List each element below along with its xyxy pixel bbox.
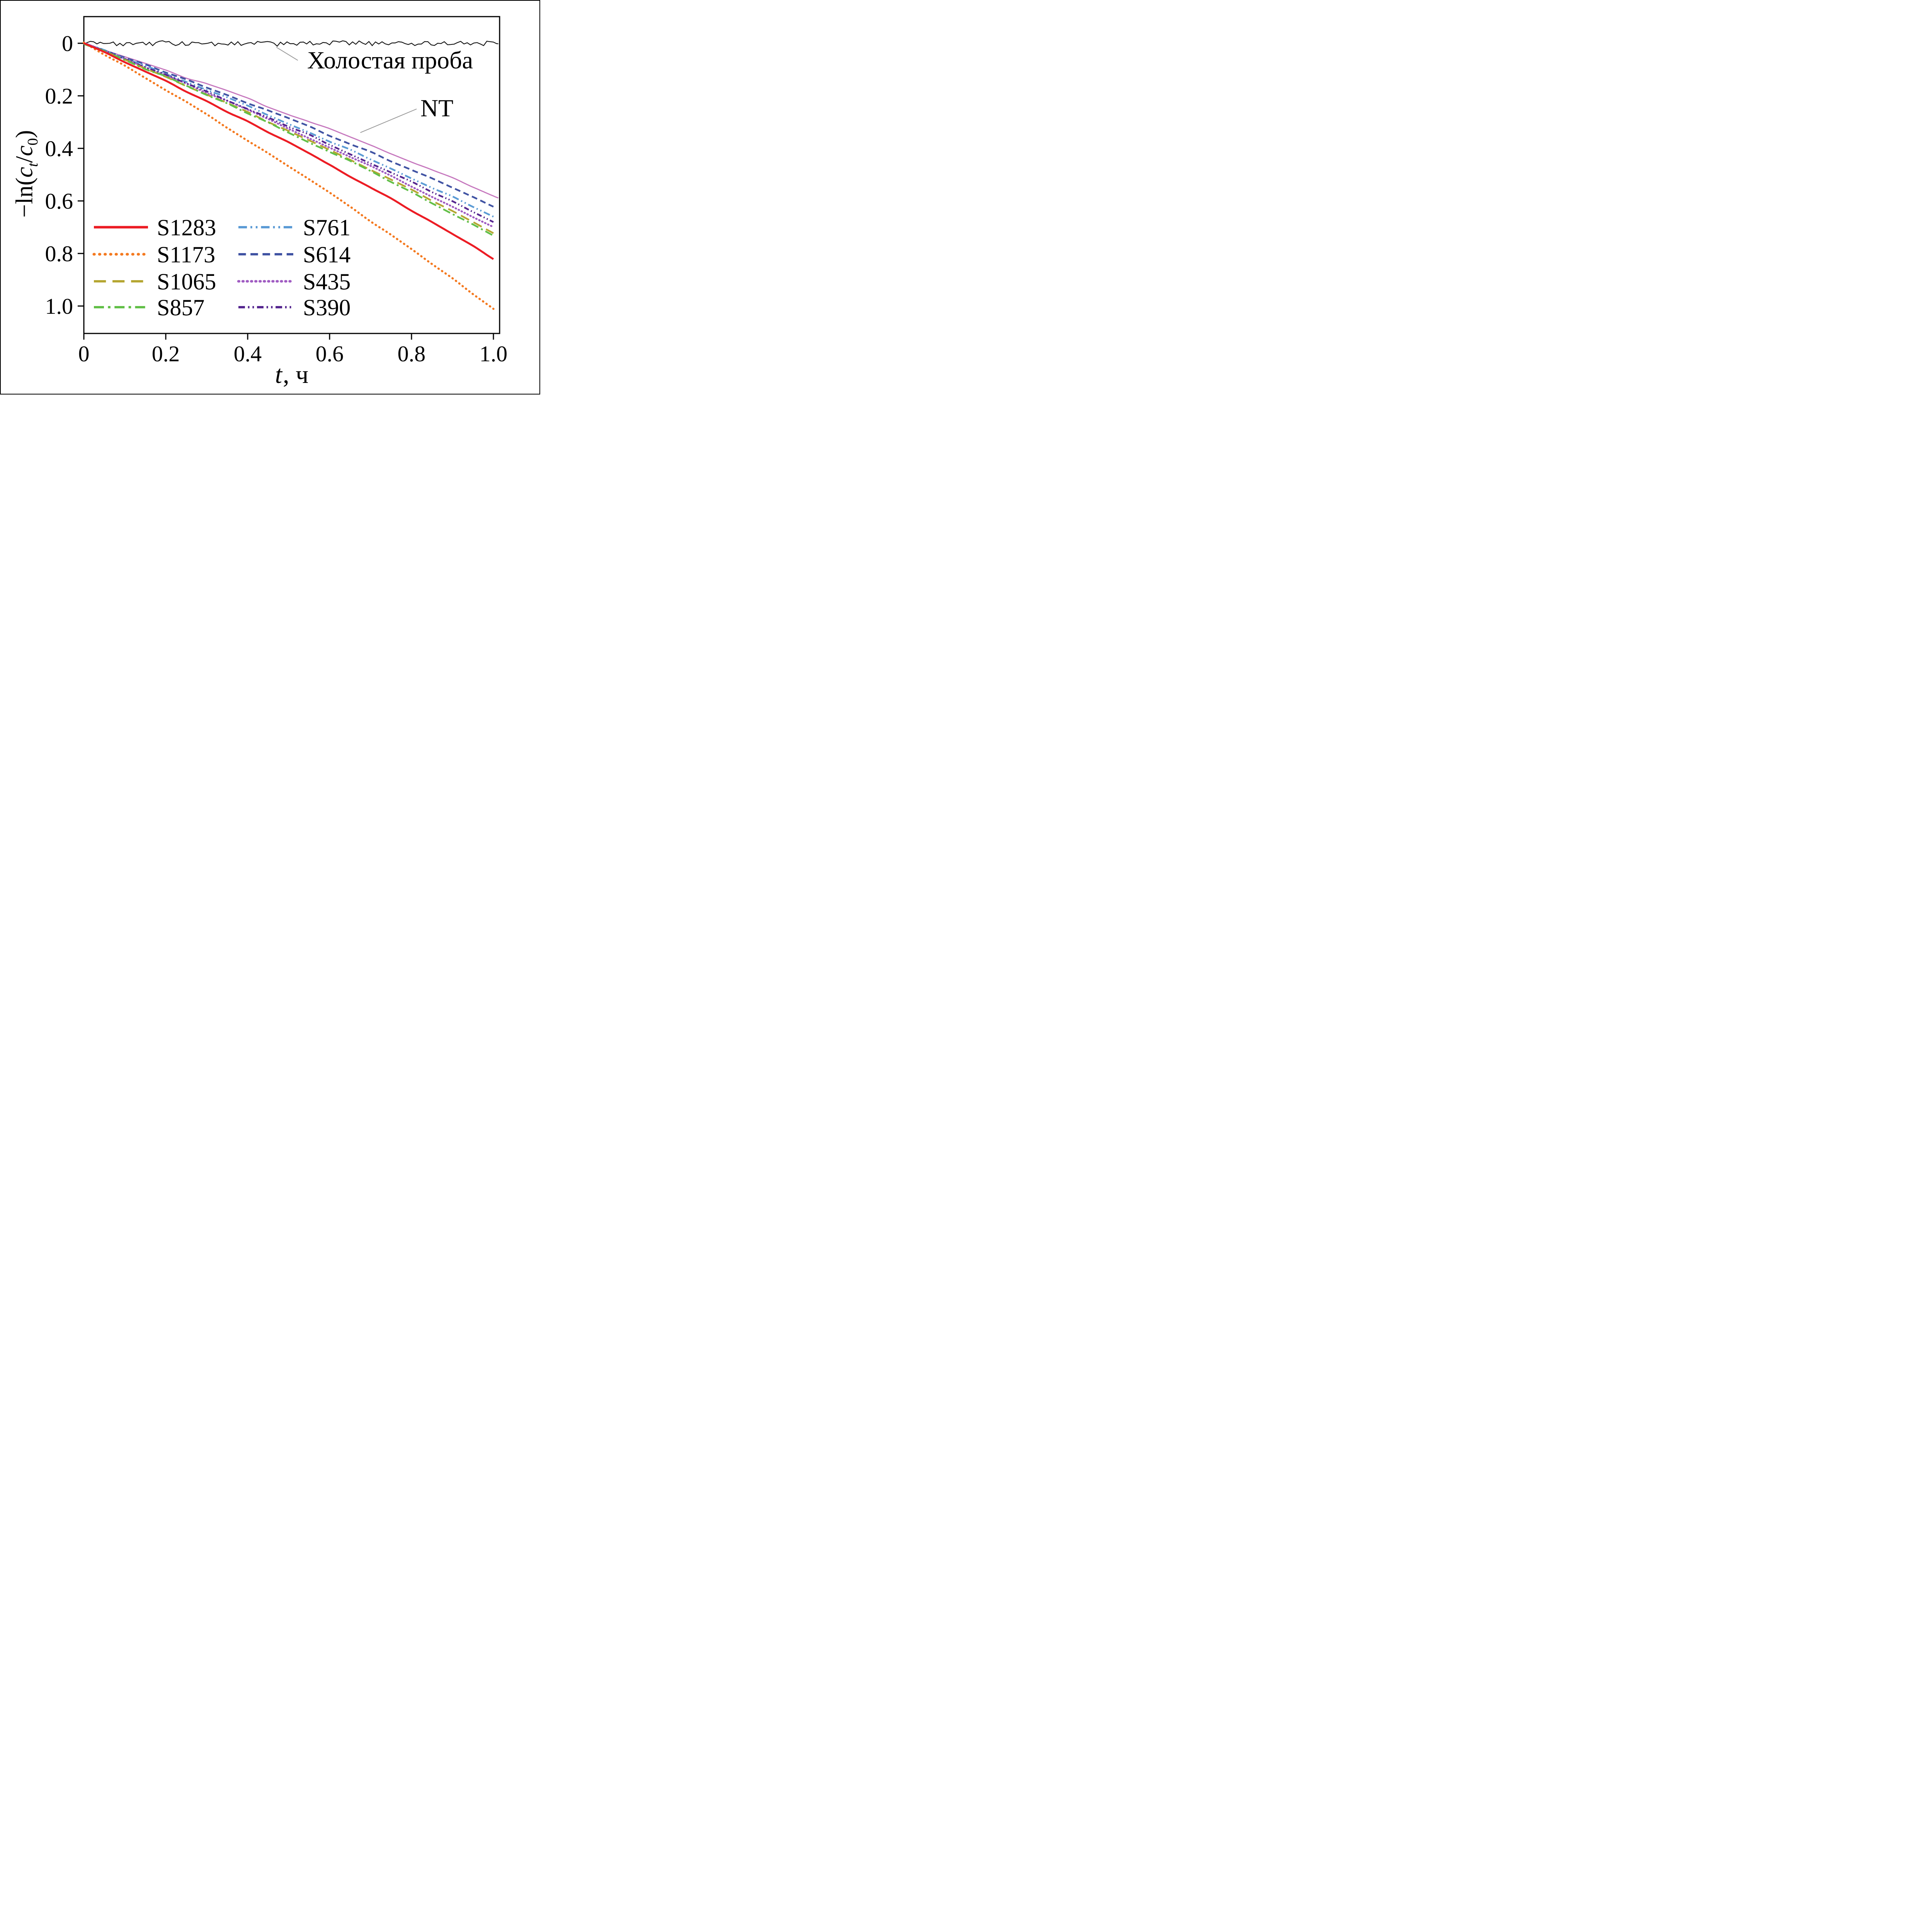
annotation-nt: NT — [420, 94, 454, 122]
x-tick-label: 1.0 — [480, 341, 508, 366]
x-tick-label: 0.6 — [316, 341, 344, 366]
leader-line-nt — [360, 109, 417, 133]
x-tick-label: 0 — [78, 341, 90, 366]
legend-label-S614: S614 — [303, 242, 350, 267]
series-path-S1173 — [83, 41, 495, 310]
legend-label-S1283: S1283 — [157, 215, 216, 240]
series-path-S761 — [83, 42, 494, 218]
x-tick-label: 0.8 — [398, 341, 426, 366]
y-tick-label: 0.6 — [45, 189, 73, 214]
y-tick-label: 1.0 — [45, 294, 73, 319]
legend-label-S857: S857 — [157, 295, 204, 320]
series-path-NT — [83, 42, 499, 199]
series-path-S390 — [83, 43, 494, 223]
y-tick-label: 0.4 — [45, 136, 73, 161]
series-path-S614 — [83, 43, 494, 207]
series-path-S1065 — [83, 43, 494, 234]
y-tick-label: 0.2 — [45, 83, 73, 109]
series-path-S1283 — [83, 42, 494, 260]
leader-line-blank — [276, 47, 298, 61]
legend-label-S390: S390 — [303, 295, 350, 320]
legend-label-S1173: S1173 — [157, 242, 215, 267]
y-tick-label: 0 — [62, 31, 73, 56]
legend-label-S761: S761 — [303, 215, 350, 240]
chart-canvas: 0 0.2 0.4 0.6 0.8 1.000.20.40.60.81.0S1283S11… — [45, 16, 508, 366]
y-tick-label: 0.8 — [45, 241, 73, 266]
x-tick-label: 0.4 — [234, 341, 262, 366]
annotation-blank-sample: Холостая проба — [307, 46, 473, 74]
y-axis-label: −ln(ct/c0) — [11, 130, 41, 218]
x-tick-label: 0.2 — [152, 341, 180, 366]
plot-border — [83, 16, 500, 334]
chart-area: 0 0.2 0.4 0.6 0.8 1.0 0 0.2 0.4 0.6 0.8 1.0 S1283 S11… — [1, 1, 539, 394]
legend-label-S1065: S1065 — [157, 269, 216, 294]
x-axis-label: t, ч — [275, 361, 309, 389]
legend-label-S435: S435 — [303, 269, 350, 294]
figure-frame: 0 0.2 0.4 0.6 0.8 1.0 0 0.2 0.4 0.6 0.8 1.0 S1283 S11… — [0, 0, 540, 395]
series-path-S857 — [83, 43, 494, 236]
series-path-Холостая-проба — [83, 40, 498, 47]
